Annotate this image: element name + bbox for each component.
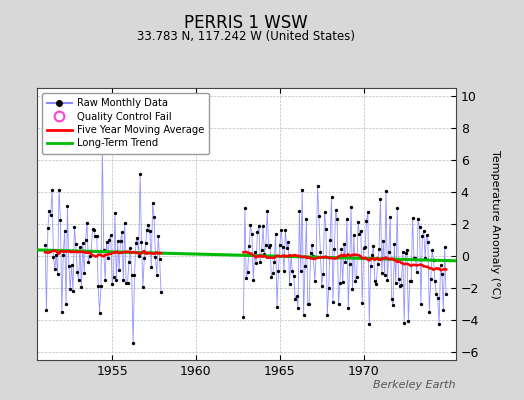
Text: Berkeley Earth: Berkeley Earth [374,380,456,390]
Legend: Raw Monthly Data, Quality Control Fail, Five Year Moving Average, Long-Term Tren: Raw Monthly Data, Quality Control Fail, … [42,93,209,154]
Y-axis label: Temperature Anomaly (°C): Temperature Anomaly (°C) [490,150,500,298]
Text: PERRIS 1 WSW: PERRIS 1 WSW [184,14,308,32]
Text: 33.783 N, 117.242 W (United States): 33.783 N, 117.242 W (United States) [137,30,355,43]
